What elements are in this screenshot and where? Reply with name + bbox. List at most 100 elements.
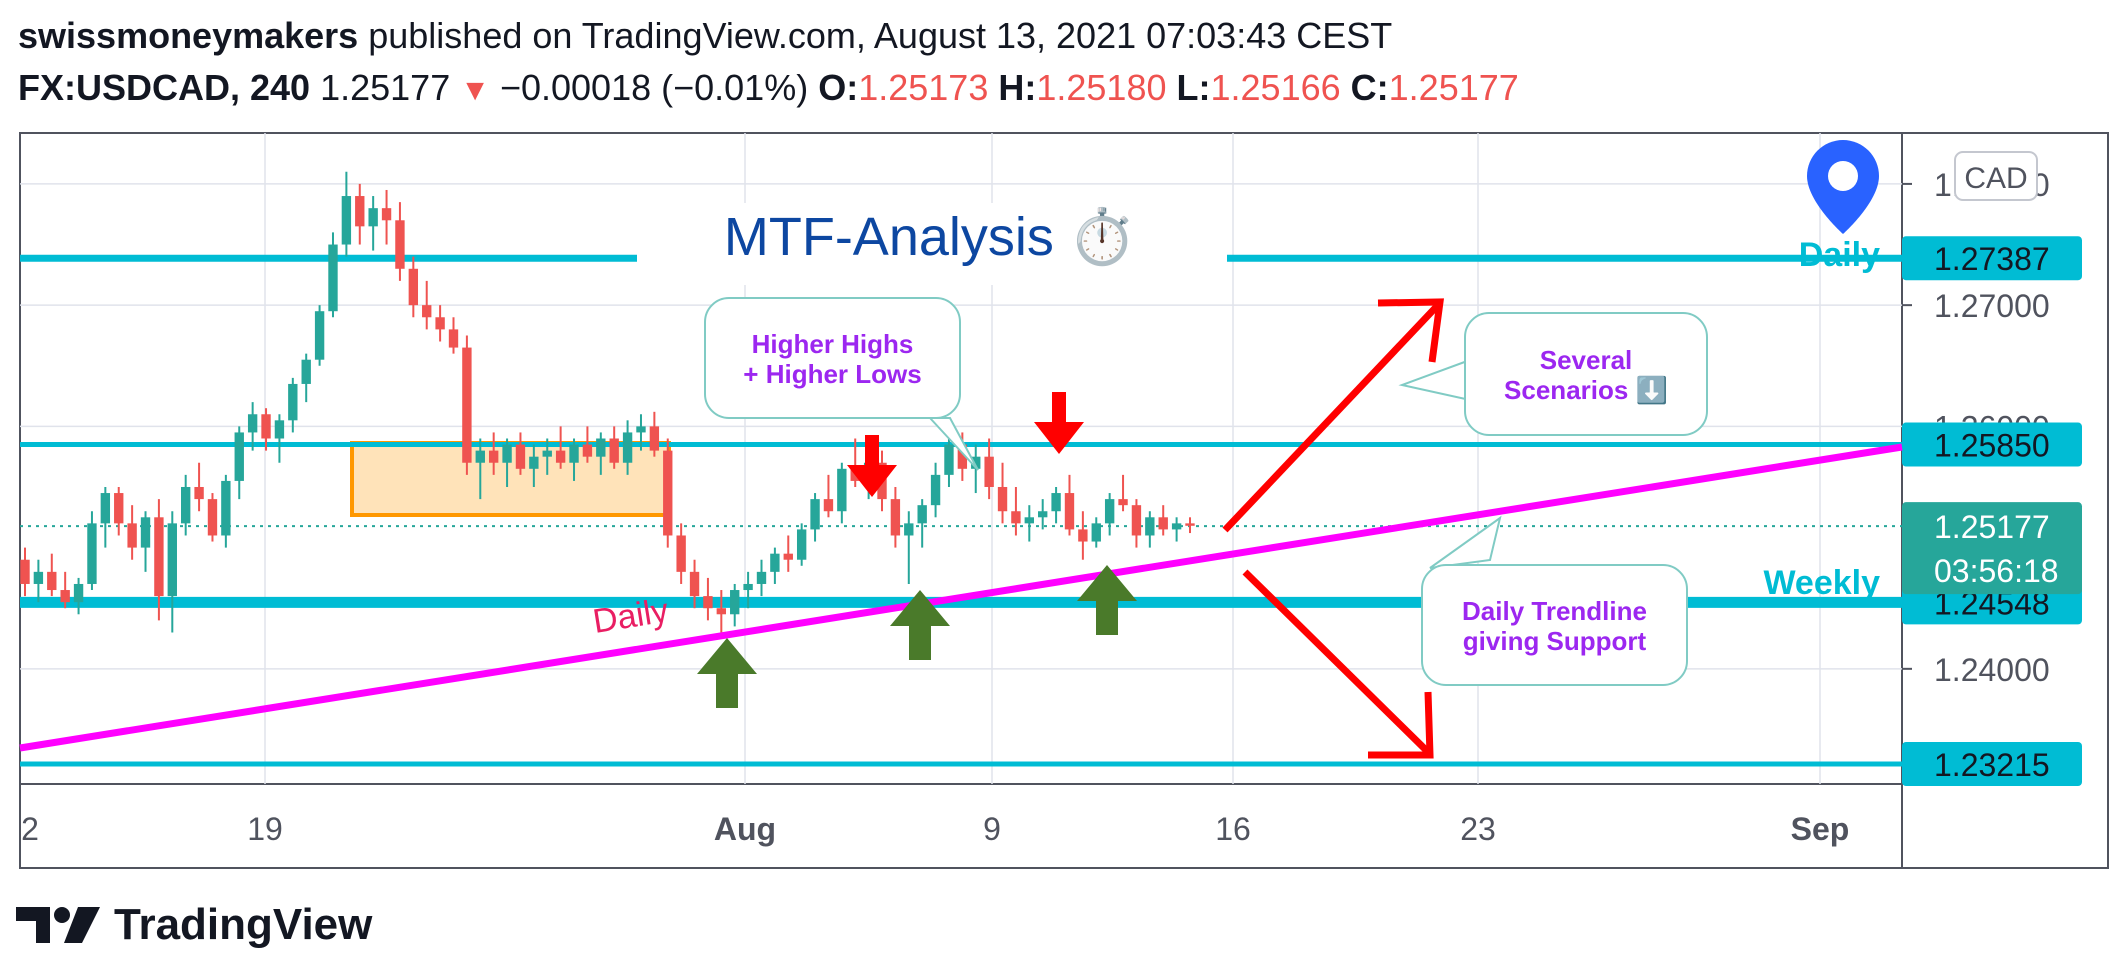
candle-body — [796, 529, 807, 560]
candle-body — [997, 486, 1008, 512]
candle-body — [1024, 517, 1034, 524]
price-change: −0.00018 (−0.01%) — [499, 67, 809, 108]
up-arrow-icon — [890, 590, 950, 660]
candle-body — [20, 559, 30, 584]
location-pin-dot — [1828, 161, 1858, 191]
candle-body — [33, 571, 44, 584]
open-value: 1.25173 — [858, 67, 989, 108]
bearish-scenario-arrow — [1242, 569, 1431, 755]
candle-body — [448, 329, 459, 348]
candle-body — [703, 596, 713, 609]
candle-body — [555, 450, 566, 463]
publish-info: swissmoneymakers published on TradingVie… — [18, 14, 1392, 58]
daily-level-label: Daily — [1799, 236, 1880, 274]
bar-countdown-label: 03:56:18 — [1934, 553, 2059, 589]
candle-body — [1171, 523, 1182, 530]
x-tick-label: Aug — [714, 811, 776, 847]
candle-body — [957, 444, 968, 469]
candle-body — [475, 450, 485, 463]
candle-body — [743, 583, 753, 591]
current-price-tag — [1902, 502, 2082, 595]
candle-body — [756, 571, 767, 584]
candle-body — [569, 444, 579, 463]
candle-body — [716, 608, 727, 615]
candle-body — [689, 571, 700, 597]
candle-body — [944, 444, 954, 475]
tradingview-brand[interactable]: TradingView — [16, 900, 372, 950]
last-price: 1.25177 — [320, 67, 451, 108]
level-price-label: 1.25850 — [1934, 428, 2050, 464]
candle-body — [917, 505, 927, 524]
level-price-tag — [1902, 236, 2082, 281]
callout-scenarios-box — [1464, 312, 1708, 436]
candle-body — [529, 456, 539, 469]
candle-body — [582, 444, 593, 457]
candle-body — [930, 474, 941, 506]
currency-badge — [1954, 151, 2038, 201]
candle-body — [971, 456, 981, 469]
candle-body — [154, 517, 164, 597]
chart-title: MTF-Analysis ⏱️ — [724, 206, 1136, 267]
low-label: L: — [1176, 67, 1211, 108]
candle-body — [596, 438, 606, 457]
candle-body — [381, 208, 392, 221]
candle-body — [462, 347, 472, 463]
candle-body — [770, 553, 780, 572]
candle-body — [515, 444, 526, 469]
high-value: 1.25180 — [1036, 67, 1167, 108]
candle-body — [984, 456, 994, 487]
candle-body — [194, 486, 204, 500]
level-price-tag — [1902, 741, 2082, 786]
candle-body — [47, 571, 57, 591]
y-tick-label: 1.24000 — [1934, 652, 2050, 688]
bearish-scenario-arrowhead — [1368, 691, 1434, 759]
symbol-info-bar: FX:USDCAD, 240 1.25177 ▼ −0.00018 (−0.01… — [18, 66, 1519, 113]
candle-body — [422, 305, 432, 318]
candle-body — [1118, 499, 1128, 506]
candle-body — [783, 553, 793, 560]
candle-body — [622, 432, 633, 463]
tradingview-logo-icon — [16, 907, 100, 943]
candle-body — [890, 499, 901, 536]
candle-body — [1011, 511, 1021, 524]
level-price-label: 1.27387 — [1934, 241, 2050, 277]
candle-body — [73, 583, 84, 603]
y-tick-label: 1.27000 — [1934, 288, 2050, 324]
callout-trendline-support-pointer — [1429, 515, 1502, 569]
candle-body — [1145, 517, 1155, 536]
candle-body — [274, 420, 285, 439]
candle-body — [60, 590, 70, 603]
callout-higher-highs-text: Higher Highs — [752, 329, 914, 359]
candle-body — [810, 499, 820, 530]
low-value: 1.25166 — [1210, 67, 1341, 108]
weekly-level-label: Weekly — [1763, 564, 1880, 602]
x-tick-label: 19 — [247, 811, 283, 847]
candle-body — [1091, 523, 1101, 542]
candle-body — [288, 383, 298, 421]
candle-body — [261, 414, 271, 439]
callout-scenarios-pointer — [1398, 358, 1471, 402]
candle-body — [408, 268, 419, 306]
x-tick-label: 2 — [21, 811, 39, 847]
candle-body — [502, 444, 512, 463]
currency-label: CAD — [1964, 162, 2027, 195]
callout-higher-highs-box — [704, 297, 961, 419]
candle-body — [1064, 493, 1075, 530]
candle-body — [1185, 523, 1195, 526]
close-label: C: — [1350, 67, 1389, 108]
candle-body — [181, 486, 191, 524]
high-label: H: — [998, 67, 1037, 108]
candle-body — [207, 499, 218, 536]
up-arrow-icon — [1077, 565, 1137, 635]
candle-body — [1158, 517, 1168, 530]
candle-body — [1104, 499, 1115, 524]
down-arrow-icon — [847, 435, 897, 497]
tradingview-wordmark: TradingView — [114, 900, 373, 949]
symbol-label: FX:USDCAD, 240 — [18, 67, 311, 108]
author-name[interactable]: swissmoneymakers — [18, 15, 359, 56]
callout-scenarios-text: Scenarios ⬇️ — [1504, 375, 1668, 405]
candle-body — [663, 450, 673, 536]
candle-body — [395, 220, 405, 269]
level-price-label: 1.23215 — [1934, 747, 2050, 783]
